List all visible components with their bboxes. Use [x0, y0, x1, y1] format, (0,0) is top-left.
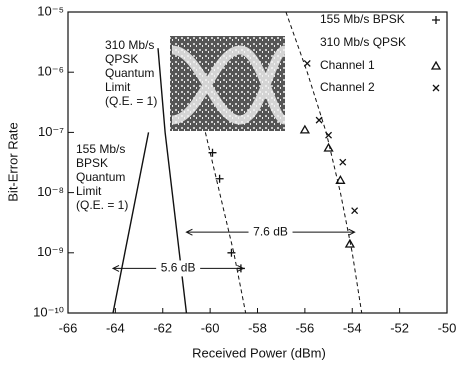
legend-label: Channel 1 — [320, 58, 375, 72]
marker-triangle — [346, 240, 354, 247]
eye-diagram — [170, 36, 285, 131]
limit-label: 310 Mb/s — [105, 38, 154, 52]
x-tick-label: -56 — [295, 320, 314, 335]
y-tick-label: 10⁻⁹ — [37, 244, 64, 259]
x-tick-label: -54 — [343, 320, 362, 335]
limit-label: Limit — [76, 184, 102, 198]
x-tick-label: -64 — [106, 320, 125, 335]
y-axis-label: Bit-Error Rate — [5, 122, 20, 201]
limit-label: 155 Mb/s — [76, 142, 125, 156]
y-tick-label: 10⁻⁵ — [37, 3, 64, 18]
annotation: 7.6 dB — [253, 224, 288, 238]
legend-label: Channel 2 — [320, 80, 375, 94]
x-tick-label: -58 — [248, 320, 267, 335]
marker-x — [316, 117, 322, 123]
limit-label: (Q.E. = 1) — [105, 94, 157, 108]
legend-heading: 310 Mb/s QPSK — [320, 35, 406, 49]
chart: Received Power (dBm) Bit-Error Rate 310 … — [0, 0, 459, 367]
legend-marker — [432, 62, 440, 69]
legend-label: 155 Mb/s BPSK — [320, 12, 405, 26]
limit-label: Limit — [105, 80, 131, 94]
marker-triangle — [325, 144, 333, 151]
x-tick-label: -60 — [201, 320, 220, 335]
marker-x — [304, 60, 310, 66]
y-tick-label: 10⁻⁶ — [37, 64, 64, 79]
annotation: 5.6 dB — [161, 261, 196, 275]
legend-marker — [433, 85, 439, 91]
legend-marker — [432, 16, 440, 24]
marker-x — [352, 208, 358, 214]
limit-label: Quantum — [105, 66, 154, 80]
limit-label: QPSK — [105, 52, 138, 66]
y-tick-label: 10⁻⁸ — [37, 184, 64, 199]
limit-label: BPSK — [76, 156, 108, 170]
x-tick-label: -62 — [153, 320, 172, 335]
solid-line — [113, 132, 149, 313]
x-axis-label: Received Power (dBm) — [192, 345, 326, 360]
marker-plus — [208, 149, 216, 157]
x-tick-label: -52 — [390, 320, 409, 335]
x-tick-label: -66 — [59, 320, 78, 335]
limit-label: (Q.E. = 1) — [76, 198, 128, 212]
y-tick-label: 10⁻¹⁰ — [33, 304, 64, 319]
marker-triangle — [301, 126, 309, 133]
limit-label: Quantum — [76, 170, 125, 184]
x-tick-label: -50 — [438, 320, 457, 335]
marker-x — [340, 159, 346, 165]
y-tick-label: 10⁻⁷ — [38, 124, 64, 139]
